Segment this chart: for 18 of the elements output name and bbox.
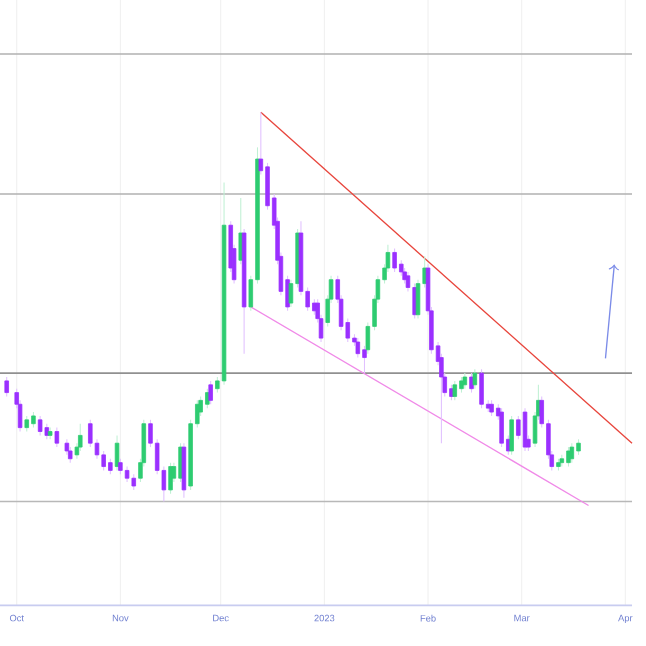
- candlestick: [479, 368, 484, 409]
- candlestick: [499, 407, 504, 448]
- candlestick: [516, 415, 521, 440]
- candlestick: [37, 415, 43, 436]
- candlestick: [54, 427, 60, 448]
- candlestick: [114, 434, 120, 471]
- candlestick: [362, 345, 367, 374]
- candlestick: [238, 197, 244, 265]
- candlestick: [392, 248, 397, 273]
- candlestick: [78, 423, 83, 452]
- candlestick: [208, 380, 213, 405]
- candlestick: [181, 442, 187, 499]
- candlestick: [168, 462, 173, 495]
- candlestick: [355, 337, 361, 359]
- candlestick: [509, 415, 514, 456]
- candlestick: [569, 442, 575, 464]
- candlestick: [4, 376, 9, 398]
- candlestick: [472, 368, 478, 390]
